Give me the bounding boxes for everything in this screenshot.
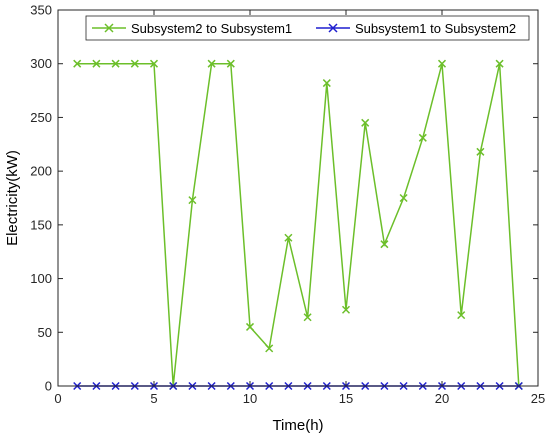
- legend-item-series-2: Subsystem1 to Subsystem2: [316, 21, 516, 36]
- x-axis: 0 5 10 15 20 25: [54, 10, 545, 406]
- x-tick-label: 0: [54, 391, 61, 406]
- plot-frame: [57, 9, 539, 387]
- y-tick-label: 150: [30, 217, 52, 232]
- series-1-point: [322, 79, 331, 88]
- y-tick-label: 0: [45, 379, 52, 394]
- series-1-point: [130, 59, 139, 68]
- series-1-point: [476, 147, 485, 156]
- series-1-point: [437, 59, 447, 68]
- series-1-point: [245, 322, 255, 331]
- y-tick-label: 250: [30, 110, 52, 125]
- series-line-1: [77, 62, 520, 387]
- series-1-point: [226, 59, 235, 68]
- y-axis: 0 50 100 150 200 250 300 350: [30, 3, 538, 394]
- series-1-point: [265, 344, 274, 353]
- series-1-point: [149, 59, 159, 68]
- x-tick-label: 25: [531, 391, 545, 406]
- legend-box: [85, 15, 530, 41]
- x-tick-label: 5: [150, 391, 157, 406]
- x-tick-label: 20: [435, 391, 449, 406]
- x-axis-title: Time(h): [272, 417, 323, 434]
- series-1-point: [361, 118, 370, 127]
- legend-marker-series-1: [104, 23, 114, 33]
- series-1-point: [284, 233, 293, 242]
- series-1-point: [341, 305, 351, 314]
- legend-item-series-1: Subsystem2 to Subsystem1: [92, 21, 292, 36]
- series-1-point: [73, 59, 82, 68]
- series-1-point: [207, 59, 216, 68]
- series-1-point: [380, 240, 389, 249]
- y-tick-label: 350: [30, 3, 52, 18]
- series-1-point: [418, 133, 427, 142]
- y-tick-label: 300: [30, 56, 52, 71]
- y-tick-label: 100: [30, 271, 52, 286]
- x-tick-label: 15: [339, 391, 353, 406]
- series-1-point: [92, 59, 101, 68]
- x-tick-label: 10: [243, 391, 257, 406]
- y-axis-title: Electricity(kW): [4, 150, 21, 246]
- y-tick-label: 50: [38, 325, 52, 340]
- plot-area: [58, 10, 538, 386]
- series-1-point: [303, 313, 312, 322]
- series-1-point: [399, 193, 408, 203]
- legend: Subsystem2 to Subsystem1 Subsystem1 to S…: [85, 15, 530, 41]
- legend-label-series-2: Subsystem1 to Subsystem2: [355, 21, 516, 36]
- series-1-point: [188, 196, 197, 205]
- y-tick-label: 200: [30, 164, 52, 179]
- series-1-point: [495, 59, 504, 68]
- legend-label-series-1: Subsystem2 to Subsystem1: [131, 21, 292, 36]
- series-1-point: [457, 311, 466, 320]
- legend-marker-series-2: [328, 23, 338, 33]
- series-1-point: [111, 59, 120, 68]
